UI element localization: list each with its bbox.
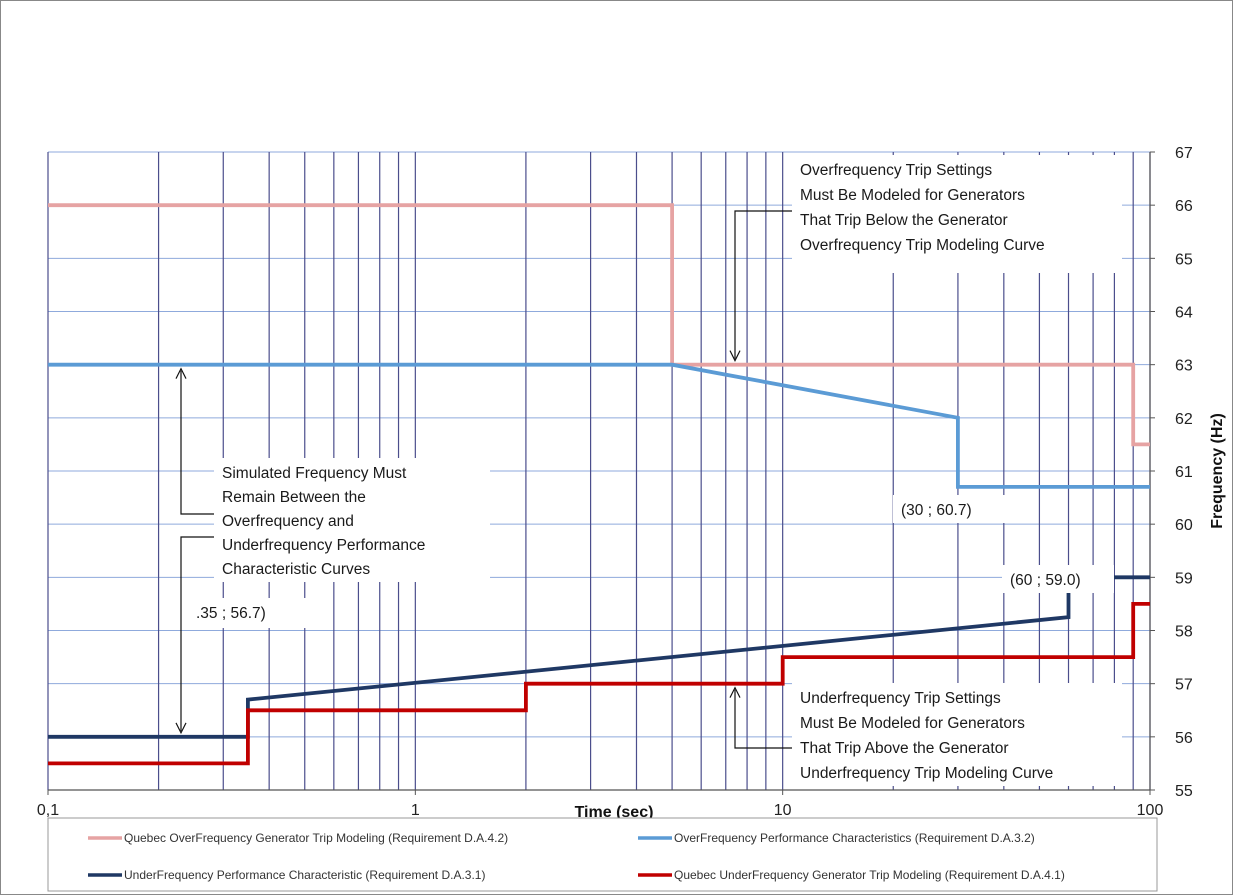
y-tick-label: 59	[1175, 570, 1193, 587]
annotation-leader	[180, 370, 214, 515]
x-axis-title: Time (sec)	[575, 804, 654, 821]
annotation-box	[792, 155, 1122, 273]
annotation-box	[188, 598, 308, 628]
x-tick-label: 1	[411, 802, 420, 819]
x-tick-label: 0,1	[37, 802, 59, 819]
y-tick-label: 60	[1175, 517, 1193, 534]
annotation-leader	[734, 210, 792, 359]
y-axis-title: Frequency (Hz)	[1209, 413, 1226, 529]
legend-label-4: Quebec UnderFrequency Generator Trip Mod…	[674, 868, 1065, 882]
series-line-4	[48, 602, 1150, 766]
series-line-1	[48, 203, 1150, 447]
legend-label-2: OverFrequency Performance Characteristic…	[674, 831, 1035, 845]
annotation-text: Simulated Frequency Must	[222, 465, 407, 482]
annotation-text: Underfrequency Trip Settings	[800, 690, 1001, 707]
series-line-2	[48, 362, 1150, 489]
y-tick-label: 62	[1175, 411, 1193, 428]
annotation-text: Underfrequency Trip Modeling Curve	[800, 765, 1053, 782]
annotation-box	[214, 458, 490, 582]
annotation-text: Must Be Modeled for Generators	[800, 187, 1025, 204]
y-tick-label: 64	[1175, 305, 1193, 322]
annotation-text: Must Be Modeled for Generators	[800, 715, 1025, 732]
arrow-head	[175, 367, 187, 379]
y-tick-label: 58	[1175, 624, 1193, 641]
arrow-head	[175, 722, 187, 735]
annotation-text: .35 ; 56.7)	[196, 605, 266, 622]
y-tick-label: 57	[1175, 677, 1193, 694]
annotation-text: Overfrequency Trip Modeling Curve	[800, 237, 1045, 254]
x-tick-label: 10	[774, 802, 792, 819]
y-tick-label: 63	[1175, 358, 1193, 375]
annotation-text: That Trip Above the Generator	[800, 740, 1009, 757]
annotation-text: Characteristic Curves	[222, 561, 370, 578]
annotation-text: (60 ; 59.0)	[1010, 572, 1081, 589]
annotation-text: That Trip Below the Generator	[800, 212, 1008, 229]
annotation-text: Remain Between the	[222, 489, 366, 506]
annotation-box	[893, 495, 1005, 523]
legend-label-1: Quebec OverFrequency Generator Trip Mode…	[124, 831, 508, 845]
annotation-text: Overfrequency and	[222, 513, 354, 530]
legend-label-3: UnderFrequency Performance Characteristi…	[124, 868, 485, 882]
y-tick-label: 65	[1175, 251, 1193, 268]
annotation-box	[1002, 565, 1114, 593]
annotation-leader	[180, 536, 214, 731]
x-tick-label: 100	[1137, 802, 1164, 819]
annotation-leader	[734, 689, 792, 749]
y-tick-label: 61	[1175, 464, 1193, 481]
y-tick-label: 56	[1175, 730, 1193, 747]
annotation-box	[792, 683, 1122, 786]
legend-box	[47, 817, 1158, 892]
annotation-text: (30 ; 60.7)	[901, 502, 972, 519]
y-tick-label: 67	[1175, 145, 1193, 162]
y-tick-label: 55	[1175, 783, 1193, 800]
y-tick-label: 66	[1175, 198, 1193, 215]
arrow-head	[729, 350, 741, 363]
annotation-text: Overfrequency Trip Settings	[800, 162, 992, 179]
arrow-head	[729, 686, 741, 698]
annotation-text: Underfrequency Performance	[222, 537, 425, 554]
